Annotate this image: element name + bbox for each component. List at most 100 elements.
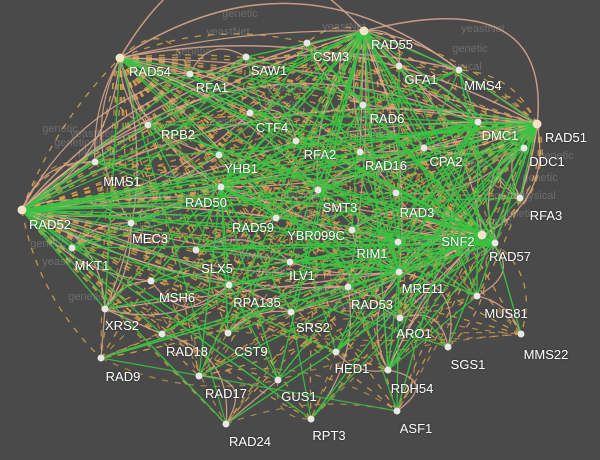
graph-node-rad50[interactable] bbox=[217, 183, 225, 191]
graph-edge bbox=[245, 56, 483, 236]
graph-node-rad17[interactable] bbox=[195, 372, 203, 380]
graph-edge bbox=[218, 154, 397, 194]
graph-node-slx5[interactable] bbox=[192, 246, 200, 254]
graph-node-rfa2[interactable] bbox=[292, 137, 300, 145]
graph-edge bbox=[94, 57, 121, 163]
graph-edge bbox=[94, 161, 400, 273]
graph-node-ddc1[interactable] bbox=[520, 144, 528, 152]
graph-node-ybr099c[interactable] bbox=[348, 226, 356, 234]
graph-edge bbox=[363, 30, 460, 71]
graph-node-mec3[interactable] bbox=[127, 219, 135, 227]
graph-node-mms22[interactable] bbox=[517, 330, 525, 338]
graph-node-cpa2[interactable] bbox=[420, 144, 428, 152]
graph-edge bbox=[147, 124, 279, 381]
graph-node-rad57[interactable] bbox=[491, 239, 499, 247]
graph-edge bbox=[198, 30, 365, 377]
graph-edge bbox=[21, 209, 279, 381]
graph-node-msh6[interactable] bbox=[147, 277, 155, 285]
graph-edge bbox=[21, 209, 400, 273]
graph-node-mre11[interactable] bbox=[395, 268, 403, 276]
graph-edge bbox=[388, 65, 400, 194]
graph-node-csm3[interactable] bbox=[303, 39, 311, 47]
graph-edge bbox=[245, 30, 365, 69]
graph-node-rad59[interactable] bbox=[272, 214, 280, 222]
graph-edge bbox=[161, 30, 365, 335]
graph-edge bbox=[21, 209, 197, 251]
graph-node-gus1[interactable] bbox=[274, 376, 282, 384]
graph-edge bbox=[21, 209, 312, 420]
graph-edge bbox=[189, 30, 365, 75]
graph-node-srs2[interactable] bbox=[287, 308, 295, 316]
graph-edge bbox=[335, 331, 522, 353]
graph-node-gfa1[interactable] bbox=[395, 62, 403, 70]
graph-edge bbox=[245, 56, 479, 123]
graph-edge bbox=[130, 30, 365, 224]
graph-edge bbox=[310, 242, 496, 420]
graph-node-aro1[interactable] bbox=[396, 314, 404, 322]
graph-node-rad51[interactable] bbox=[532, 119, 542, 129]
graph-node-rad16[interactable] bbox=[356, 148, 364, 156]
graph-edge bbox=[195, 186, 222, 251]
graph-node-rad55[interactable] bbox=[359, 26, 369, 36]
graph-edge bbox=[71, 186, 222, 249]
graph-node-dmc1[interactable] bbox=[474, 118, 482, 126]
graph-edge bbox=[317, 189, 483, 236]
graph-node-hed1[interactable] bbox=[332, 348, 340, 356]
graph-node-mms1[interactable] bbox=[91, 158, 99, 166]
graph-edge bbox=[351, 229, 449, 348]
graph-node-yhb1[interactable] bbox=[215, 151, 223, 159]
graph-node-mms4[interactable] bbox=[455, 66, 463, 74]
graph-node-rad18[interactable] bbox=[158, 330, 166, 338]
graph-edge bbox=[104, 57, 138, 310]
graph-edge bbox=[227, 310, 292, 334]
graph-edge bbox=[100, 308, 106, 359]
graph-edge bbox=[119, 57, 227, 425]
graph-node-rdh54[interactable] bbox=[384, 366, 392, 374]
graph-edge bbox=[458, 69, 496, 244]
graph-node-rad52[interactable] bbox=[17, 205, 27, 215]
graph-node-rpt3[interactable] bbox=[307, 415, 315, 423]
graph-edge bbox=[249, 112, 449, 348]
graph-edge bbox=[317, 189, 399, 243]
graph-edge bbox=[363, 17, 540, 199]
graph-edge bbox=[363, 30, 538, 125]
graph-edge bbox=[189, 73, 496, 244]
graph-node-rad53[interactable] bbox=[344, 283, 352, 291]
graph-edge bbox=[398, 65, 538, 125]
graph-node-rad3[interactable] bbox=[392, 189, 400, 197]
graph-node-ctf4[interactable] bbox=[246, 109, 254, 117]
graph-edge bbox=[220, 149, 361, 188]
graph-edge bbox=[119, 57, 538, 125]
graph-edge bbox=[347, 286, 478, 314]
graph-edge bbox=[71, 247, 152, 286]
graph-edge bbox=[519, 123, 538, 199]
graph-node-rpb2[interactable] bbox=[144, 121, 152, 129]
graph-node-mkt1[interactable] bbox=[68, 244, 76, 252]
graph-node-sgs1[interactable] bbox=[444, 343, 452, 351]
graph-edge bbox=[71, 247, 163, 335]
graph-node-cst9[interactable] bbox=[224, 329, 232, 337]
graph-edge bbox=[198, 140, 297, 377]
graph-edge bbox=[198, 284, 237, 377]
graph-node-asf1[interactable] bbox=[393, 407, 401, 415]
graph-edge bbox=[481, 123, 541, 236]
graph-node-rad54[interactable] bbox=[115, 53, 125, 63]
graph-node-rad6[interactable] bbox=[359, 101, 367, 109]
graph-node-rpa135[interactable] bbox=[225, 281, 233, 289]
graph-node-rad24[interactable] bbox=[222, 420, 230, 428]
graph-node-rad9[interactable] bbox=[97, 354, 105, 362]
graph-node-rfa3[interactable] bbox=[516, 194, 524, 202]
graph-node-rfa1[interactable] bbox=[186, 70, 194, 78]
graph-node-rim1[interactable] bbox=[394, 238, 402, 246]
graph-node-saw1[interactable] bbox=[242, 53, 250, 61]
graph-edge bbox=[276, 379, 312, 420]
graph-node-snf2[interactable] bbox=[477, 230, 487, 240]
graph-edge bbox=[363, 30, 522, 335]
graph-node-ilv1[interactable] bbox=[286, 258, 294, 266]
graph-edge bbox=[21, 151, 361, 211]
graph-node-smt3[interactable] bbox=[314, 186, 322, 194]
graph-node-xrs2[interactable] bbox=[101, 305, 109, 313]
graph-edge bbox=[363, 30, 525, 149]
graph-node-mus81[interactable] bbox=[473, 292, 481, 300]
